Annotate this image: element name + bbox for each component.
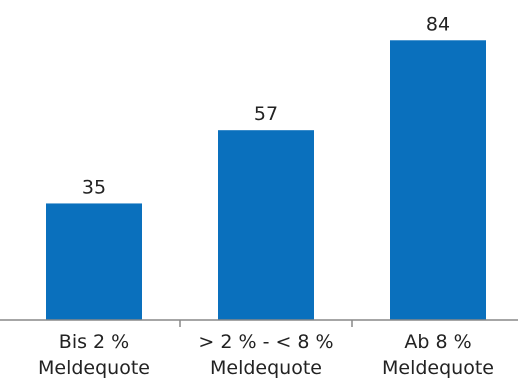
category-label-1-line-1: Meldequote [210, 357, 322, 379]
bar-0 [46, 203, 142, 320]
category-label-2-line-1: Meldequote [382, 357, 494, 379]
category-label-2: Ab 8 % Meldequote [382, 331, 494, 379]
category-label-1-line-0: > 2 % - < 8 % [198, 331, 333, 353]
category-label-1: > 2 % - < 8 % Meldequote [198, 331, 333, 379]
bar-2 [390, 40, 486, 320]
x-axis-ticks-group [179, 320, 353, 327]
category-label-0-line-1: Meldequote [38, 357, 150, 379]
value-label-2: 84 [426, 13, 450, 35]
category-label-0: Bis 2 % Meldequote [38, 331, 150, 379]
category-label-2-line-0: Ab 8 % [404, 331, 471, 353]
x-axis-tick-labels-group: Bis 2 % Meldequote > 2 % - < 8 % Meldequote… [38, 331, 494, 379]
category-label-0-line-0: Bis 2 % [59, 331, 129, 353]
bar-1 [218, 130, 314, 320]
bars-group [46, 40, 486, 320]
value-label-0: 35 [82, 176, 106, 198]
value-labels-group: 35 57 84 [82, 13, 450, 198]
value-label-1: 57 [254, 103, 278, 125]
